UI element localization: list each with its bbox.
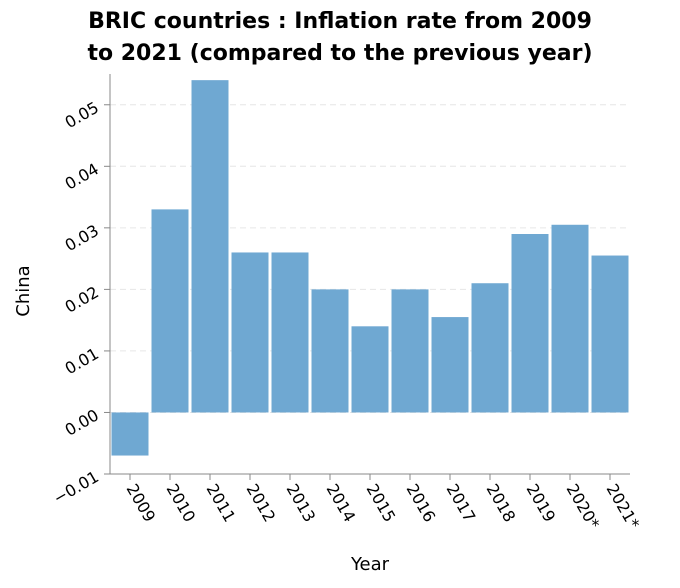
y-tick-label: 0.03 xyxy=(62,221,102,255)
x-tick-label: 2019 xyxy=(523,481,560,526)
y-tick-label: −0.01 xyxy=(50,467,102,508)
x-tick-label: 2013 xyxy=(283,481,320,526)
x-tick-label: 2017 xyxy=(443,481,480,526)
y-tick-label: 0.01 xyxy=(62,344,102,378)
bar xyxy=(271,252,309,413)
bar xyxy=(591,255,629,413)
x-tick-label: 2018 xyxy=(483,481,520,526)
bars xyxy=(111,80,629,456)
x-tick-label: 2021* xyxy=(603,481,644,533)
y-tick-label: 0.04 xyxy=(62,159,102,193)
bar xyxy=(551,224,589,413)
x-ticks: 2009 2010 2011 2012 2013 2014 2015 2016 2017 2018… xyxy=(123,474,644,533)
bar xyxy=(511,234,549,413)
x-tick-label: 2010 xyxy=(163,481,200,526)
y-axis-title: China xyxy=(13,265,34,316)
chart-title-line-2: to 2021 (compared to the previous year) xyxy=(87,41,592,66)
bar xyxy=(471,283,509,413)
y-tick-label: 0.05 xyxy=(62,98,102,132)
x-tick-label: 2014 xyxy=(323,481,360,526)
y-tick-label: 0.02 xyxy=(62,282,102,316)
bar xyxy=(431,317,469,413)
bar xyxy=(231,252,269,413)
x-tick-label: 2009 xyxy=(123,481,160,526)
x-tick-label: 2015 xyxy=(363,481,400,526)
bar xyxy=(151,209,189,413)
x-tick-label: 2020* xyxy=(563,481,604,533)
bar xyxy=(391,289,429,413)
chart-title-line-1: BRIC countries : Inflation rate from 200… xyxy=(88,9,592,34)
bar xyxy=(191,80,229,413)
bar xyxy=(311,289,349,413)
bar xyxy=(111,412,149,456)
x-axis-title: Year xyxy=(350,554,390,575)
y-ticks: −0.01 0.00 0.01 0.02 0.03 0.04 0.05 xyxy=(50,98,110,508)
x-tick-label: 2011 xyxy=(203,481,240,526)
bar xyxy=(351,326,389,413)
y-tick-label: 0.00 xyxy=(62,405,102,439)
x-tick-label: 2012 xyxy=(243,481,280,526)
x-tick-label: 2016 xyxy=(403,481,440,526)
